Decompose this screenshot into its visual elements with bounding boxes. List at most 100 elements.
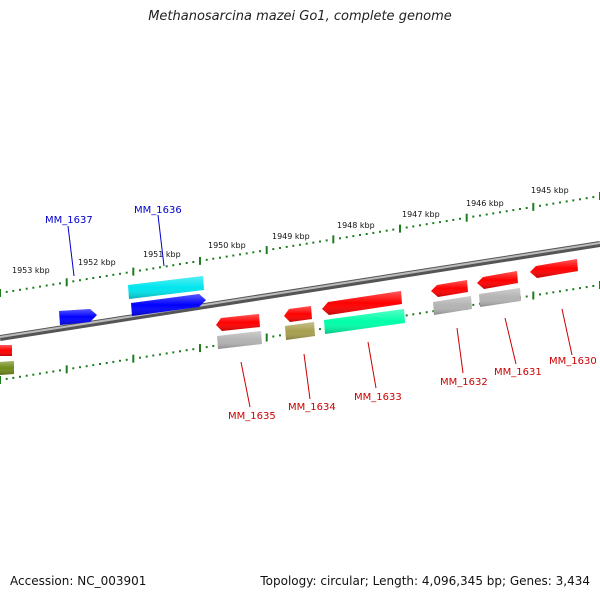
- gene-mm-1636-blue[interactable]: [131, 294, 206, 316]
- gene-mm-1631-gray[interactable]: [479, 288, 521, 307]
- ruler-minor-tick: [545, 292, 548, 295]
- ruler-minor-tick: [425, 311, 428, 314]
- gene-mm-1631-red[interactable]: [477, 271, 518, 289]
- ruler-minor-tick: [165, 265, 168, 268]
- ruler-minor-tick: [145, 355, 148, 358]
- ruler-minor-tick: [45, 284, 48, 287]
- ruler-minor-tick: [305, 242, 308, 245]
- ruler-minor-tick: [85, 365, 88, 368]
- ruler-minor-tick: [419, 224, 421, 227]
- ruler-minor-tick: [525, 207, 528, 209]
- ruler-minor-tick: [345, 236, 348, 239]
- ruler-minor-tick: [392, 228, 395, 231]
- gene-mm-1636-cyan[interactable]: [128, 276, 204, 299]
- ruler-minor-tick: [32, 373, 35, 376]
- ruler-minor-tick: [592, 285, 595, 287]
- ruler-minor-tick: [59, 369, 61, 372]
- ruler-minor-tick: [172, 351, 175, 354]
- ruler-minor-tick: [125, 271, 128, 274]
- gene-label-mm-1635[interactable]: MM_1635: [228, 411, 276, 422]
- ruler-major-tick: [532, 291, 535, 300]
- ruler-minor-tick: [259, 250, 261, 253]
- ruler-minor-tick: [252, 251, 255, 254]
- ruler-major-tick: [0, 289, 1, 297]
- ruler-minor-tick: [385, 229, 388, 232]
- ruler-minor-tick: [492, 212, 495, 215]
- ruler-minor-tick: [99, 276, 101, 278]
- ruler-minor-tick: [545, 203, 548, 206]
- gene-mm-1637[interactable]: [59, 309, 97, 325]
- ruler-minor-tick: [579, 198, 581, 201]
- ruler-minor-tick: [119, 359, 121, 362]
- ruler-minor-tick: [592, 196, 595, 199]
- gene-mm-1635-gray[interactable]: [217, 331, 262, 349]
- ruler-minor-tick: [85, 278, 88, 281]
- ruler-minor-tick: [379, 230, 381, 233]
- gene-label-mm-1633[interactable]: MM_1633: [354, 392, 402, 403]
- ruler-minor-tick: [439, 221, 441, 224]
- ruler-minor-tick: [172, 264, 175, 267]
- ruler-minor-tick: [79, 279, 81, 282]
- ruler-minor-tick: [12, 289, 15, 292]
- ruler-minor-tick: [572, 199, 575, 202]
- ruler-major-tick: [399, 224, 401, 233]
- gene-label-mm-1636[interactable]: MM_1636: [134, 205, 182, 216]
- gene-label-mm-1632[interactable]: MM_1632: [440, 377, 488, 388]
- page-title: Methanosarcina mazei Go1, complete genom…: [148, 9, 452, 24]
- gene-mm-1633-mint[interactable]: [324, 309, 405, 334]
- ruler-minor-tick: [505, 210, 508, 213]
- ruler-minor-tick: [59, 282, 61, 285]
- gene-mm-1632-red[interactable]: [431, 280, 468, 297]
- ruler-minor-tick: [285, 245, 288, 248]
- ruler-minor-tick: [412, 313, 415, 316]
- ruler-minor-tick: [459, 217, 461, 220]
- ruler-minor-tick: [519, 208, 521, 210]
- ruler-major-tick: [132, 267, 135, 276]
- ruler-minor-tick: [225, 255, 228, 258]
- gene-mm-1632-gray[interactable]: [433, 296, 472, 315]
- gene-mm-1635-red[interactable]: [216, 314, 260, 331]
- kbp-label-1951: 1951 kbp: [143, 250, 181, 259]
- ruler-minor-tick: [179, 350, 181, 353]
- kbp-label-1946: 1946 kbp: [466, 199, 504, 208]
- kbp-label-1947: 1947 kbp: [402, 210, 440, 219]
- ruler-minor-tick: [99, 363, 101, 365]
- ruler-minor-tick: [72, 367, 75, 370]
- gene-label-mm-1631[interactable]: MM_1631: [494, 367, 542, 378]
- gene-mm-1633-red[interactable]: [322, 291, 402, 315]
- gene-partial-olive[interactable]: [0, 361, 14, 375]
- ruler-minor-tick: [139, 269, 141, 272]
- ruler-minor-tick: [232, 254, 235, 257]
- ruler-minor-tick: [79, 366, 81, 369]
- ruler-minor-tick: [485, 213, 488, 216]
- ruler-major-tick: [532, 202, 535, 211]
- gene-mm-1634-olive[interactable]: [285, 322, 315, 340]
- ruler-minor-tick: [539, 204, 541, 207]
- ruler-minor-tick: [139, 356, 141, 359]
- ruler-minor-tick: [365, 233, 368, 235]
- ruler-minor-tick: [185, 262, 188, 264]
- gene-mm-1630-red[interactable]: [530, 259, 578, 278]
- ruler-major-tick: [0, 376, 1, 384]
- kbp-label-1945: 1945 kbp: [531, 186, 569, 195]
- gene-label-mm-1630[interactable]: MM_1630: [549, 356, 597, 367]
- ruler-minor-tick: [565, 289, 568, 292]
- gene-partial-red[interactable]: [0, 345, 12, 356]
- ruler-minor-tick: [572, 288, 575, 291]
- ruler-minor-tick: [192, 348, 195, 351]
- ruler-minor-tick: [5, 290, 8, 293]
- ruler-minor-tick: [212, 345, 215, 347]
- gene-label-mm-1637[interactable]: MM_1637: [45, 215, 93, 226]
- ruler-minor-tick: [312, 241, 315, 244]
- ruler-minor-tick: [499, 211, 501, 214]
- ruler-minor-tick: [539, 293, 541, 296]
- ruler-major-tick: [65, 278, 68, 287]
- ruler-minor-tick: [432, 310, 435, 313]
- gene-mm-1634-red[interactable]: [284, 306, 312, 322]
- ruler-minor-tick: [105, 274, 108, 277]
- ruler-minor-tick: [292, 244, 295, 247]
- gene-label-mm-1634[interactable]: MM_1634: [288, 402, 336, 413]
- ruler-major-tick: [65, 365, 68, 374]
- ruler-minor-tick: [319, 328, 321, 331]
- ruler-major-tick: [132, 354, 135, 363]
